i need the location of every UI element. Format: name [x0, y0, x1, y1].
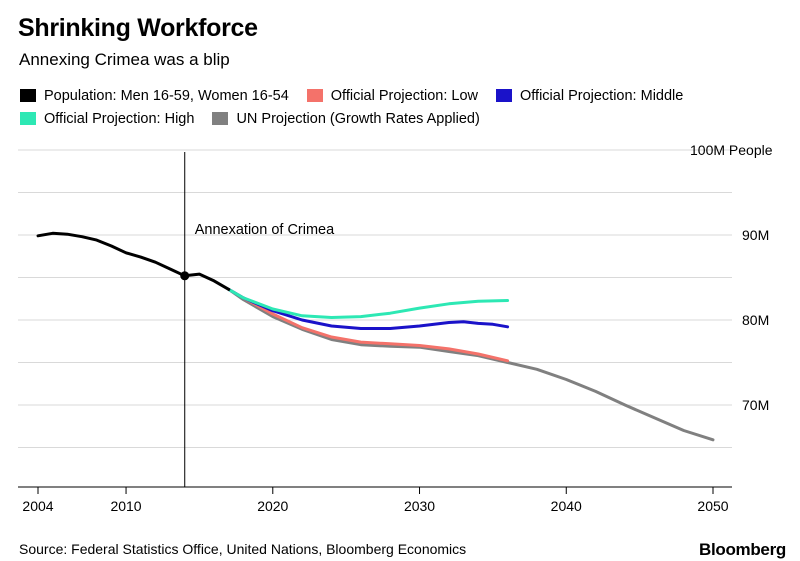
source-note: Source: Federal Statistics Office, Unite… — [19, 541, 467, 557]
bloomberg-logo: Bloomberg — [698, 540, 786, 559]
legend-swatch-un — [212, 112, 229, 125]
crimea-marker-dot — [180, 271, 190, 281]
series-high — [227, 287, 510, 319]
x-tick-label: 2010 — [110, 498, 141, 514]
series-low — [227, 287, 510, 363]
y-tick-label: 80M — [742, 312, 769, 328]
legend-swatch-low — [306, 89, 323, 102]
legend-item-low: Official Projection: Low — [306, 87, 478, 104]
legend-label-middle: Official Projection: Middle — [520, 87, 684, 104]
series-middle — [227, 287, 510, 330]
legend-item-high: Official Projection: High — [20, 111, 194, 127]
legend-item-un: UN Projection (Growth Rates Applied) — [212, 110, 480, 127]
legend-row-2: Official Projection: High UN Projection … — [20, 107, 760, 130]
x-tick-label: 2050 — [697, 498, 728, 514]
line-chart: 2004 2010 2020 2030 2040 2050 90M 80M 70M 100M Pe… — [18, 142, 773, 514]
y-tick-label: 70M — [742, 397, 769, 413]
chart-subtitle: Annexing Crimea was a blip — [19, 50, 230, 69]
x-tick-label: 2004 — [22, 498, 53, 514]
x-tick-label: 2020 — [257, 498, 288, 514]
legend-item-population: Population: Men 16-59, Women 16-54 — [20, 88, 289, 104]
legend-label-low: Official Projection: Low — [330, 87, 478, 104]
chart-title: Shrinking Workforce — [18, 14, 258, 42]
x-tick-label: 2040 — [551, 498, 582, 514]
legend-swatch-high — [20, 112, 36, 125]
legend-swatch-middle — [496, 89, 512, 102]
legend-label-population: Population: Men 16-59, Women 16-54 — [44, 87, 289, 104]
legend: Population: Men 16-59, Women 16-54 Offic… — [20, 84, 760, 130]
legend-label-high: Official Projection: High — [44, 110, 195, 127]
legend-swatch-population — [20, 89, 36, 102]
legend-row-1: Population: Men 16-59, Women 16-54 Offic… — [20, 84, 760, 107]
y-axis-label: 100M People — [690, 142, 773, 158]
legend-label-un: UN Projection (Growth Rates Applied) — [236, 110, 480, 127]
annotation-label: Annexation of Crimea — [195, 222, 335, 238]
x-tick-label: 2030 — [404, 498, 435, 514]
legend-item-middle: Official Projection: Middle — [496, 88, 683, 104]
series-un — [227, 287, 715, 442]
y-tick-label: 90M — [742, 227, 769, 243]
series-population — [36, 231, 231, 291]
